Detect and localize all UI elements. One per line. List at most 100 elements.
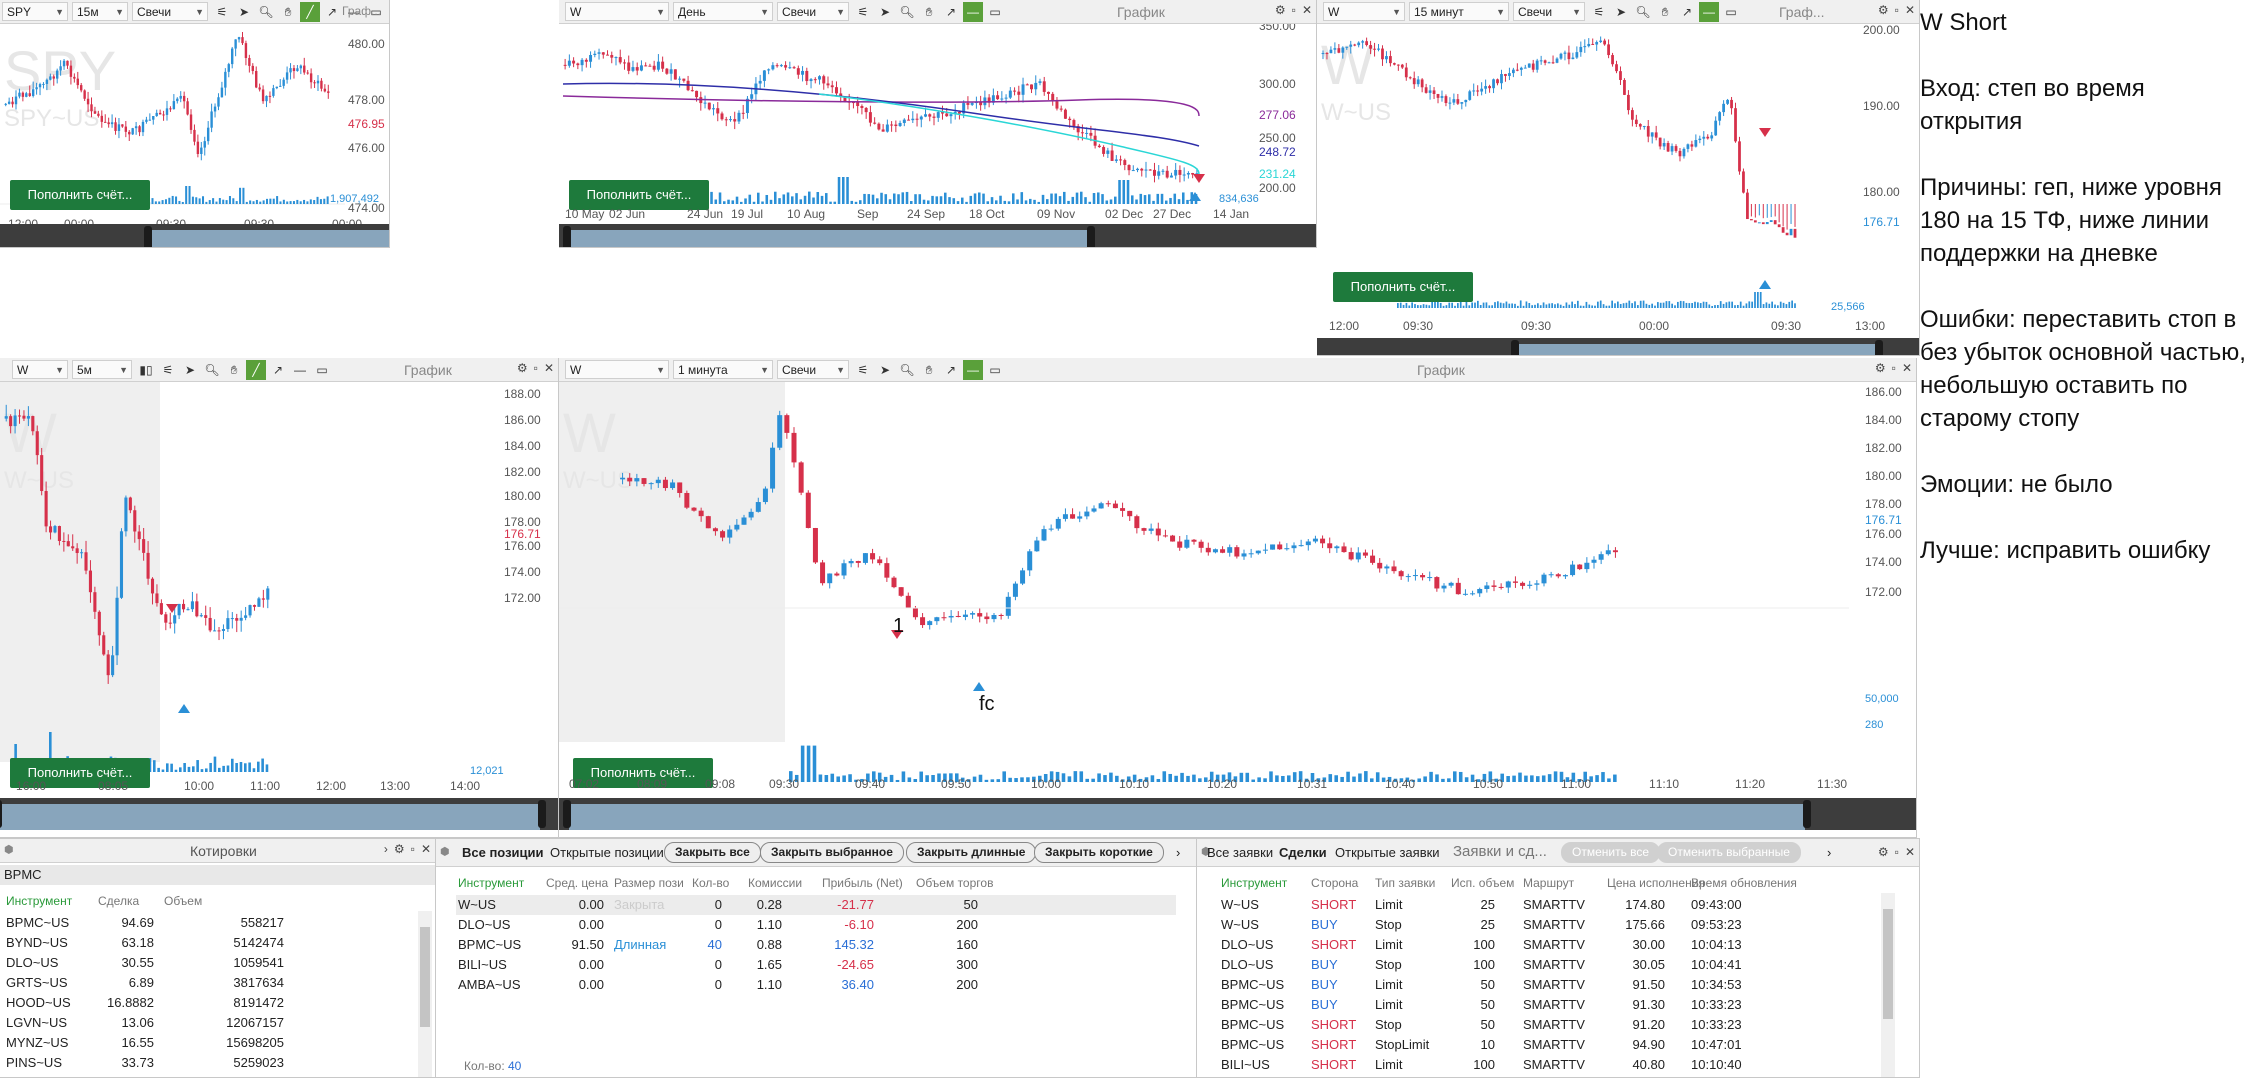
arrow-tool-icon[interactable]: ↗ [945, 5, 957, 19]
cursor-icon[interactable]: ➤ [238, 5, 250, 19]
line-tool-icon[interactable]: ╱ [246, 360, 266, 380]
timeframe-selector[interactable]: 15м ▼ [72, 2, 128, 21]
hline-icon[interactable]: — [348, 5, 360, 19]
table-row[interactable]: BPMC~US SHORT StopLimit 10 SMARTTV 94.90 10:47… [1219, 1035, 1879, 1055]
tab-orders-and-trades[interactable]: Заявки и сд... [1453, 843, 1547, 860]
tab-trades[interactable]: Сделки [1279, 845, 1327, 860]
more-icon[interactable]: › [1827, 845, 1832, 860]
indicators-icon[interactable]: ⚟ [857, 363, 869, 377]
cursor-icon[interactable]: ➤ [879, 363, 891, 377]
table-row[interactable]: BILI~US 0.00 0 1.65 -24.65 300 [456, 955, 1176, 975]
column-header[interactable]: Время обновления [1691, 876, 1797, 890]
indicators-icon[interactable]: ⚟ [1593, 5, 1605, 19]
chart-type-selector[interactable]: Свечи ▼ [1513, 2, 1585, 21]
rect-icon[interactable]: ▭ [316, 363, 328, 377]
table-row[interactable]: BILI~US SHORT Limit 100 SMARTTV 40.80 10:10:40 [1219, 1055, 1879, 1075]
column-header[interactable]: Инструмент [458, 876, 525, 890]
cursor-icon[interactable]: ➤ [879, 5, 891, 19]
chart-canvas[interactable]: 350.00 300.00 250.00 200.00 277.06 248.72 231.… [559, 24, 1317, 248]
rect-icon[interactable]: ▭ [989, 5, 1001, 19]
chart-type-selector[interactable]: Свечи ▼ [777, 360, 849, 379]
column-header[interactable]: Сделка [98, 894, 140, 908]
hline-icon[interactable]: — [963, 2, 983, 22]
hand-icon[interactable]: ✋︎ [925, 362, 933, 377]
column-header[interactable]: Инструмент [6, 894, 73, 908]
column-header[interactable]: Сред. цена [546, 876, 609, 890]
close-all-button[interactable]: Закрыть все [664, 842, 761, 863]
table-row[interactable]: BPMC~US SHORT Stop 50 SMARTTV 91.20 10:33:23 [1219, 1015, 1879, 1035]
close-icon[interactable]: ✕ [1904, 3, 1915, 17]
table-row[interactable]: GRTS~US 6.89 3817634 [6, 973, 416, 993]
table-row[interactable]: BPMC~US 91.50 Длинная 40 0.88 145.32 160 [456, 935, 1176, 955]
hline-icon[interactable]: — [294, 363, 306, 377]
arrow-tool-icon[interactable]: ↗ [326, 5, 338, 19]
close-short-button[interactable]: Закрыть короткие [1034, 842, 1164, 863]
chart-type-selector[interactable]: Свечи ▼ [132, 2, 208, 21]
close-icon[interactable]: ✕ [543, 361, 554, 375]
table-row[interactable]: AMBA~US 0.00 0 1.10 36.40 200 [456, 975, 1176, 995]
symbol-selector[interactable]: W ▼ [12, 360, 68, 379]
table-row[interactable]: MYNZ~US 16.55 15698205 [6, 1033, 416, 1053]
table-row[interactable]: DLO~US 0.00 0 1.10 -6.10 200 [456, 915, 1176, 935]
column-header[interactable]: Исп. объем [1451, 876, 1515, 890]
table-row[interactable]: LGVN~US 13.06 12067157 [6, 1013, 416, 1033]
chart-canvas[interactable]: W W~US 188.00 186.00 184.00 182.00 180.00 178.0… [0, 382, 559, 838]
column-header[interactable]: Объем торгов [916, 876, 994, 890]
column-header[interactable]: Кол-во [692, 876, 730, 890]
column-header[interactable]: Инструмент [1221, 876, 1288, 890]
close-icon[interactable]: ✕ [1901, 361, 1912, 375]
timeframe-selector[interactable]: 15 минут ▼ [1409, 2, 1509, 21]
rect-icon[interactable]: ▭ [989, 363, 1001, 377]
column-header[interactable]: Маршрут [1523, 876, 1575, 890]
table-row[interactable]: BPMC~US BUY Limit 50 SMARTTV 91.30 10:33:23 [1219, 995, 1879, 1015]
cancel-selected-button[interactable]: Отменить выбранные [1657, 842, 1801, 863]
indicators-icon[interactable]: ⚟ [216, 5, 228, 19]
column-header[interactable]: Размер пози [614, 876, 684, 890]
column-header[interactable]: Прибыль (Net) [822, 876, 903, 890]
indicators-icon[interactable]: ⚟ [162, 363, 174, 377]
table-row[interactable]: DLO~US BUY Stop 100 SMARTTV 30.05 10:04:41 [1219, 955, 1879, 975]
column-header[interactable]: Тип заявки [1375, 876, 1436, 890]
chart-canvas[interactable]: W W~US 1 fc 186.00 184.00 182.00 180.00 178.00 17… [559, 382, 1917, 838]
settings-icon[interactable]: ⚙ [516, 361, 528, 375]
maximize-icon[interactable]: ▫ [1291, 3, 1296, 17]
settings-icon[interactable]: ⚙ [393, 842, 405, 856]
close-selected-button[interactable]: Закрыть выбранное [760, 842, 904, 863]
tab-all-orders[interactable]: Все заявки [1207, 845, 1274, 860]
zoom-icon[interactable]: 🔍︎ [1635, 5, 1651, 19]
tab-open-positions[interactable]: Открытые позиции [550, 845, 664, 860]
table-row[interactable]: W~US 0.00 Закрыта 0 0.28 -21.77 50 [456, 895, 1176, 915]
rect-icon[interactable]: ▭ [370, 5, 382, 19]
close-long-button[interactable]: Закрыть длинные [906, 842, 1037, 863]
table-row[interactable]: DLO~US 30.55 1059541 [6, 953, 416, 973]
cursor-icon[interactable]: ➤ [184, 363, 196, 377]
line-tool-icon[interactable]: ╱ [300, 2, 320, 22]
settings-icon[interactable]: ⚙ [1874, 361, 1886, 375]
arrow-tool-icon[interactable]: ↗ [272, 363, 284, 377]
chart-canvas[interactable]: SPYSPY~US480.00478.00476.00474.00476.95П… [0, 24, 390, 248]
timeframe-selector[interactable]: 1 минута ▼ [673, 360, 773, 379]
timeframe-selector[interactable]: День ▼ [673, 2, 773, 21]
table-row[interactable]: BPMC~US 94.69 558217 [6, 913, 416, 933]
more-icon[interactable]: › [1176, 845, 1181, 860]
symbol-selector[interactable]: SPY ▼ [2, 2, 68, 21]
zoom-icon[interactable]: 🔍︎ [899, 5, 915, 19]
settings-icon[interactable]: ⚙ [1274, 3, 1286, 17]
candles-icon[interactable]: ▮▯ [139, 363, 153, 377]
table-row[interactable]: DLO~US SHORT Limit 100 SMARTTV 30.00 10:04:13 [1219, 935, 1879, 955]
column-header[interactable]: Объем [164, 894, 203, 908]
table-row[interactable]: PINS~US 33.73 5259023 [6, 1053, 416, 1073]
symbol-selector[interactable]: W ▼ [565, 2, 669, 21]
tab-all-positions[interactable]: Все позиции [462, 845, 544, 860]
maximize-icon[interactable]: ▫ [1894, 845, 1899, 859]
maximize-icon[interactable]: ▫ [1891, 361, 1896, 375]
pin-icon[interactable]: ⬢ [440, 846, 450, 858]
arrow-tool-icon[interactable]: ↗ [1681, 5, 1693, 19]
column-header[interactable]: Сторона [1311, 876, 1359, 890]
rect-icon[interactable]: ▭ [1725, 5, 1737, 19]
table-row[interactable]: BYND~US 63.18 5142474 [6, 933, 416, 953]
quotes-filter[interactable]: BPMC [0, 865, 435, 885]
symbol-selector[interactable]: W ▼ [1323, 2, 1405, 21]
maximize-icon[interactable]: ▫ [1894, 3, 1899, 17]
table-row[interactable]: BPMC~US BUY Limit 50 SMARTTV 91.50 10:34:53 [1219, 975, 1879, 995]
